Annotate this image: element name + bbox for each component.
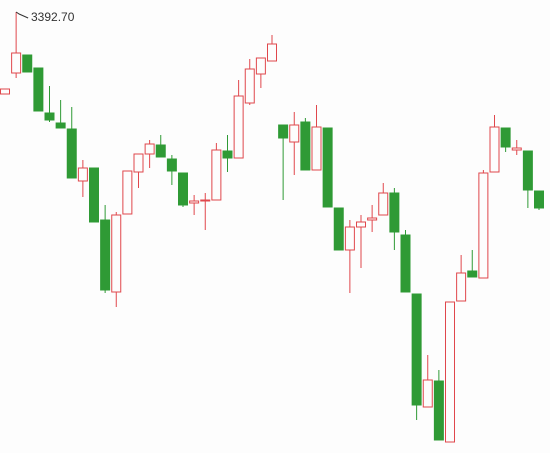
candle-body: [133, 153, 144, 173]
candle-body: [0, 88, 10, 95]
candle-body: [411, 293, 422, 406]
candle-body: [367, 217, 378, 221]
candle-body: [378, 192, 389, 216]
candle-body: [500, 127, 511, 148]
candle-body: [144, 143, 155, 155]
candle-body: [333, 207, 344, 251]
candle-body: [478, 172, 489, 279]
candle-body: [89, 167, 99, 223]
candle-body: [178, 172, 188, 206]
candle-body: [534, 190, 544, 209]
candle-body: [233, 95, 244, 159]
candle-body: [189, 200, 200, 204]
candle-body: [356, 221, 366, 228]
candle-body: [33, 67, 44, 112]
candle-body: [433, 380, 444, 441]
candle-body: [489, 126, 500, 173]
candle-body: [22, 54, 33, 73]
candle-body: [322, 127, 333, 208]
candle-body: [166, 158, 177, 172]
candle-body: [122, 170, 133, 215]
candle-body: [111, 214, 122, 293]
candle-body: [445, 301, 455, 443]
candle-body: [155, 144, 166, 158]
candle-body: [55, 122, 66, 129]
candle-body: [267, 43, 277, 62]
candle-body: [211, 149, 222, 201]
candle-body: [511, 147, 522, 151]
candle-body: [389, 192, 400, 233]
candle-body: [77, 167, 88, 182]
high-annotation: 3392.70: [31, 10, 75, 24]
candle-body: [66, 128, 77, 179]
candle-body: [44, 112, 55, 121]
candle-body: [400, 234, 411, 293]
candle-body: [300, 121, 311, 171]
candle-body: [200, 199, 211, 202]
candle-body: [278, 124, 289, 139]
annotation-leader: [15, 11, 29, 19]
candle-body: [289, 124, 300, 143]
candle-body: [456, 272, 467, 302]
candle-body: [422, 379, 433, 408]
candle-body: [522, 150, 533, 191]
candle-body: [244, 68, 255, 104]
candle-body: [11, 52, 22, 74]
candle-body: [222, 150, 233, 159]
candle-body: [311, 126, 322, 171]
candle-body: [344, 226, 355, 251]
candle-body: [467, 270, 478, 278]
candle-body: [100, 219, 111, 291]
candle-body: [255, 57, 266, 75]
